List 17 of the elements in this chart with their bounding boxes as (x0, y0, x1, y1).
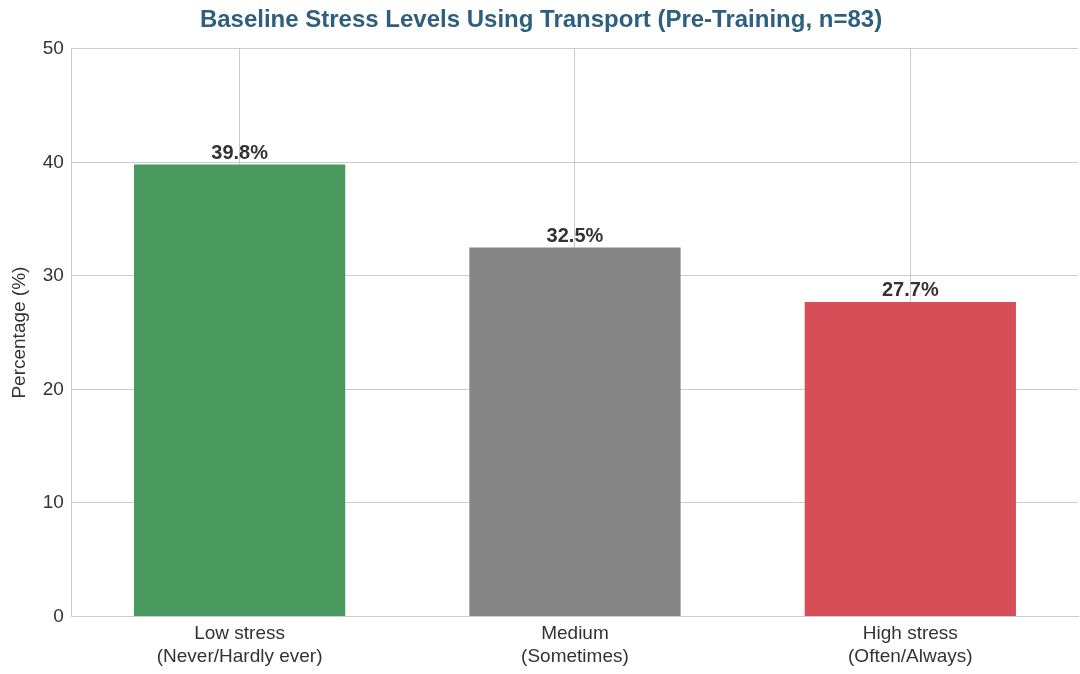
x-tick-label: High stress (Often/Always) (848, 622, 973, 666)
y-tick-label: 50 (42, 37, 64, 59)
y-tick-label: 20 (42, 377, 64, 399)
y-axis-title: Percentage (%) (7, 266, 29, 399)
bar (133, 164, 346, 616)
data-label: 39.8% (211, 141, 269, 164)
chart-title: Baseline Stress Levels Using Transport (Pre-Training, n=83) (199, 5, 883, 33)
bar (469, 247, 681, 616)
x-tick-label: Medium (Sometimes) (521, 622, 629, 666)
bar (804, 301, 1016, 616)
y-tick-label: 0 (53, 604, 64, 626)
x-tick-label: Low stress (Never/Hardly ever) (156, 622, 323, 666)
y-tick-label: 30 (42, 264, 64, 286)
data-label: 27.7% (881, 278, 939, 301)
y-tick-label: 40 (42, 150, 64, 172)
y-tick-label: 10 (42, 491, 64, 513)
data-label: 32.5% (546, 223, 604, 246)
